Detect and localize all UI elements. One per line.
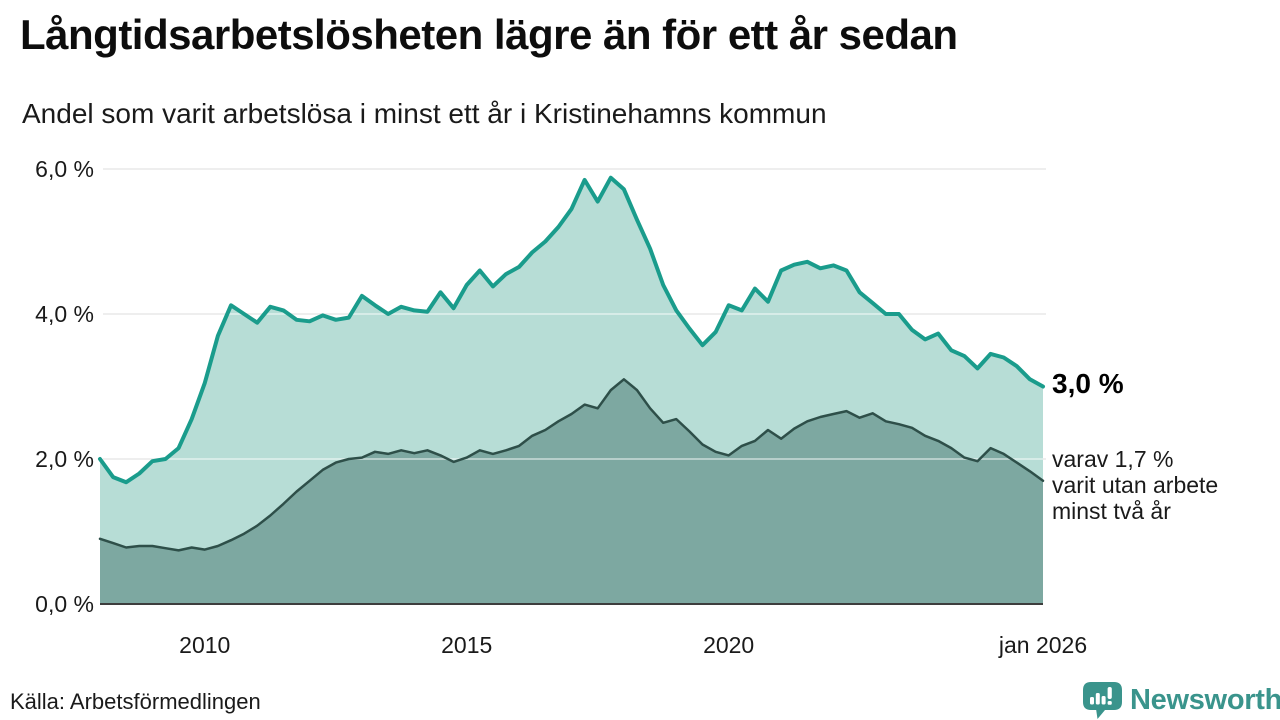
newsworthy-logo[interactable]: Newsworthy (1082, 681, 1280, 720)
speech-bubble-bar-chart-icon (1083, 682, 1122, 719)
y-tick-label: 2,0 % (35, 446, 94, 472)
secondary-value-line2: varit utan arbete (1052, 472, 1219, 498)
x-tick-label: jan 2026 (998, 632, 1088, 658)
chart-title: Långtidsarbetslösheten lägre än för ett … (20, 11, 958, 58)
x-tick-label: 2020 (703, 632, 755, 658)
secondary-value-line3: minst två år (1052, 498, 1171, 524)
chart-subtitle: Andel som varit arbetslösa i minst ett å… (22, 98, 827, 129)
secondary-value-label: varav 1,7 % varit utan arbete minst två … (1052, 446, 1218, 524)
secondary-value-line1: varav 1,7 % (1052, 446, 1174, 472)
line-unemployed-one-year (98, 175, 1045, 485)
latest-value-label: 3,0 % (1052, 368, 1124, 399)
x-tick-label: 2010 (179, 632, 231, 658)
line-unemployed-two-years (98, 378, 1045, 552)
y-tick-label: 6,0 % (35, 156, 94, 182)
newsworthy-wordmark: Newsworthy (1130, 684, 1280, 716)
y-tick-label: 0,0 % (35, 591, 94, 617)
area-unemployed-two-years (100, 379, 1043, 604)
source-note: Källa: Arbetsförmedlingen (10, 689, 261, 714)
x-tick-label: 2015 (441, 632, 493, 658)
y-tick-label: 4,0 % (35, 301, 94, 327)
